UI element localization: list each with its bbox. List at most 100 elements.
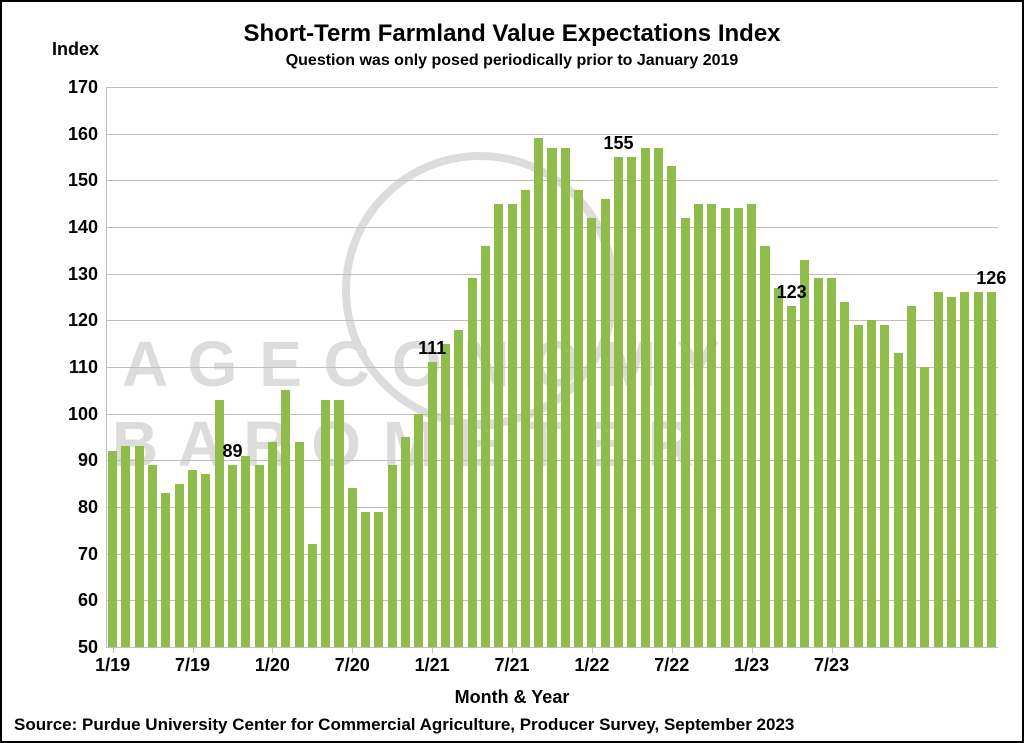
bar xyxy=(934,292,943,647)
bar xyxy=(894,353,903,647)
bar xyxy=(974,292,983,647)
x-tick-mark xyxy=(432,647,433,653)
y-tick-label: 70 xyxy=(54,544,98,565)
bar xyxy=(374,512,383,647)
x-tick-mark xyxy=(512,647,513,653)
bar xyxy=(561,148,570,647)
bar xyxy=(774,288,783,647)
data-label: 89 xyxy=(207,441,257,462)
bar xyxy=(960,292,969,647)
bar xyxy=(814,278,823,647)
chart-frame: Short-Term Farmland Value Expectations I… xyxy=(0,0,1024,743)
bar xyxy=(468,278,477,647)
y-tick-label: 140 xyxy=(54,217,98,238)
x-tick-label: 1/23 xyxy=(722,655,782,676)
x-tick-label: 1/21 xyxy=(402,655,462,676)
bar xyxy=(201,474,210,647)
gridline xyxy=(106,134,998,135)
bar xyxy=(667,166,676,647)
bar xyxy=(121,446,130,647)
bar xyxy=(308,544,317,647)
bar xyxy=(854,325,863,647)
bar xyxy=(627,157,636,647)
bar xyxy=(787,306,796,647)
bar xyxy=(268,442,277,647)
bar xyxy=(587,218,596,647)
y-tick-label: 90 xyxy=(54,450,98,471)
bar xyxy=(295,442,304,647)
x-tick-label: 7/23 xyxy=(802,655,862,676)
bar xyxy=(747,204,756,647)
bar xyxy=(521,190,530,647)
chart-subtitle: Question was only posed periodically pri… xyxy=(2,52,1022,70)
x-tick-label: 7/20 xyxy=(322,655,382,676)
bar xyxy=(334,400,343,647)
bar xyxy=(135,446,144,647)
bar xyxy=(508,204,517,647)
bar xyxy=(734,208,743,647)
y-tick-label: 110 xyxy=(54,357,98,378)
y-tick-label: 60 xyxy=(54,590,98,611)
y-tick-label: 100 xyxy=(54,404,98,425)
bar xyxy=(641,148,650,647)
bar xyxy=(987,292,996,647)
x-tick-mark xyxy=(193,647,194,653)
x-tick-label: 7/19 xyxy=(163,655,223,676)
x-tick-label: 1/20 xyxy=(242,655,302,676)
bar xyxy=(441,344,450,647)
y-tick-label: 120 xyxy=(54,310,98,331)
x-tick-mark xyxy=(832,647,833,653)
x-tick-mark xyxy=(113,647,114,653)
y-tick-label: 80 xyxy=(54,497,98,518)
x-tick-mark xyxy=(672,647,673,653)
bar xyxy=(454,330,463,647)
bar xyxy=(760,246,769,647)
y-tick-label: 150 xyxy=(54,170,98,191)
bar xyxy=(534,138,543,647)
x-tick-label: 7/21 xyxy=(482,655,542,676)
y-tick-label: 130 xyxy=(54,264,98,285)
bar xyxy=(721,208,730,647)
bar xyxy=(414,414,423,647)
bar xyxy=(428,362,437,647)
bar xyxy=(800,260,809,647)
bar xyxy=(148,465,157,647)
bar xyxy=(614,157,623,647)
x-tick-mark xyxy=(272,647,273,653)
bar xyxy=(481,246,490,647)
bar xyxy=(827,278,836,647)
bar xyxy=(161,493,170,647)
x-tick-label: 7/22 xyxy=(642,655,702,676)
bar xyxy=(920,367,929,647)
bar xyxy=(574,190,583,647)
data-label: 155 xyxy=(594,133,644,154)
x-tick-label: 1/19 xyxy=(83,655,143,676)
bar xyxy=(547,148,556,647)
data-label: 123 xyxy=(767,282,817,303)
x-axis-label: Month & Year xyxy=(2,687,1022,708)
bar xyxy=(601,199,610,647)
bar xyxy=(321,400,330,647)
bar xyxy=(947,297,956,647)
bar xyxy=(348,488,357,647)
bar xyxy=(694,204,703,647)
bar xyxy=(281,390,290,647)
bar xyxy=(707,204,716,647)
bar xyxy=(241,456,250,647)
y-tick-label: 160 xyxy=(54,124,98,145)
bar xyxy=(494,204,503,647)
x-tick-mark xyxy=(352,647,353,653)
bar xyxy=(867,320,876,647)
bar xyxy=(228,465,237,647)
bar xyxy=(215,400,224,647)
bar xyxy=(108,451,117,647)
x-tick-mark xyxy=(592,647,593,653)
bar xyxy=(255,465,264,647)
bar xyxy=(654,148,663,647)
y-tick-label: 170 xyxy=(54,77,98,98)
chart-title: Short-Term Farmland Value Expectations I… xyxy=(2,20,1022,48)
bar xyxy=(388,465,397,647)
bar xyxy=(188,470,197,647)
bar xyxy=(401,437,410,647)
bar xyxy=(681,218,690,647)
